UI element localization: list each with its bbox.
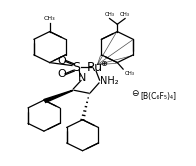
Text: CH₃: CH₃ <box>125 71 135 76</box>
Text: O: O <box>57 56 66 66</box>
Text: O: O <box>57 69 66 79</box>
Text: ⊖: ⊖ <box>131 89 139 98</box>
Text: S: S <box>72 61 80 74</box>
Text: [B(C₆F₅)₄]: [B(C₆F₅)₄] <box>141 92 177 101</box>
Text: NH₂: NH₂ <box>100 76 119 86</box>
Text: CH₃: CH₃ <box>44 16 55 21</box>
Text: Ru: Ru <box>87 61 103 74</box>
Text: ⊕: ⊕ <box>100 59 107 68</box>
Polygon shape <box>44 90 73 102</box>
Text: CH₃: CH₃ <box>120 12 130 17</box>
Text: N: N <box>77 73 86 83</box>
Text: CH₃: CH₃ <box>104 12 115 17</box>
